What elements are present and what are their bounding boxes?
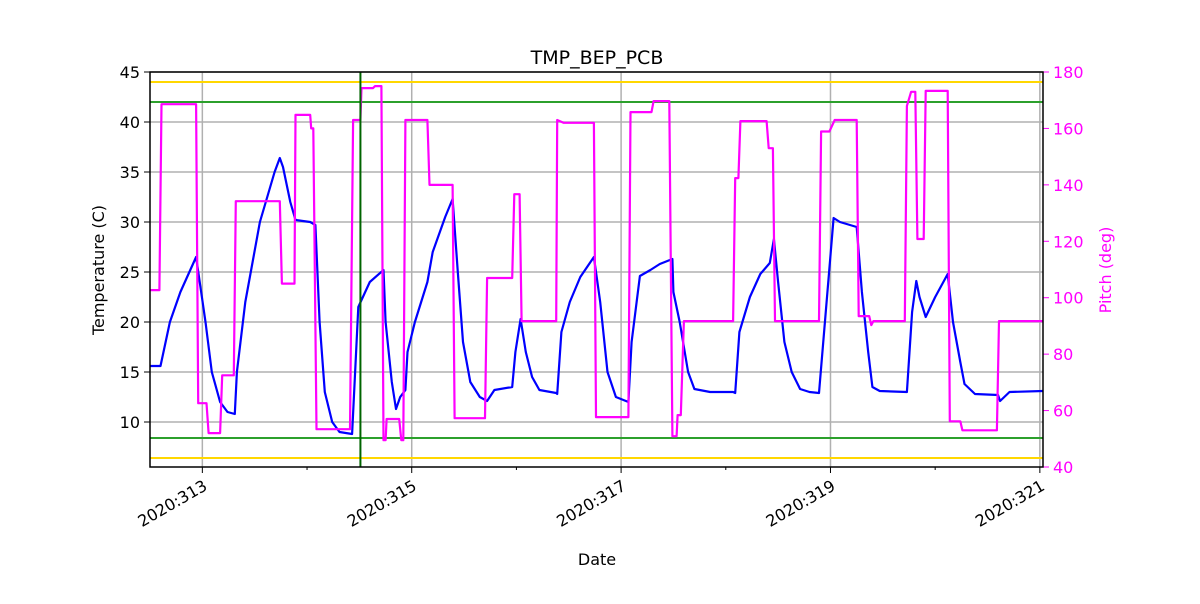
y-tick-label: 15: [120, 363, 140, 382]
y2-tick-label: 80: [1053, 345, 1073, 364]
y-axis-label: Temperature (C): [89, 205, 108, 336]
pitch-series-line: [150, 84, 1043, 442]
y2-tick-label: 160: [1053, 119, 1084, 138]
y-tick-label: 40: [120, 113, 140, 132]
x-tick-label: 2020:313: [134, 476, 210, 531]
x-tick-label: 2020:317: [553, 476, 629, 531]
y2-tick-label: 140: [1053, 176, 1084, 195]
y-tick-label: 30: [120, 213, 140, 232]
y-tick-label: 10: [120, 413, 140, 432]
y2-tick-label: 100: [1053, 289, 1084, 308]
y2-tick-label: 60: [1053, 402, 1073, 421]
y2-tick-label: 180: [1053, 63, 1084, 82]
y2-tick-label: 120: [1053, 232, 1084, 251]
y-tick-label: 35: [120, 163, 140, 182]
temperature-series-line: [150, 156, 1044, 436]
x-tick-label: 2020:319: [763, 476, 839, 531]
y-tick-label: 25: [120, 263, 140, 282]
x-tick-label: 2020:315: [344, 476, 420, 531]
chart-title: TMP_BEP_PCB: [530, 47, 664, 69]
y2-axis-label: Pitch (deg): [1096, 227, 1115, 314]
y2-tick-label: 40: [1053, 458, 1073, 477]
plot-frame: [149, 71, 1044, 468]
x-tick-label: 2020:321: [972, 476, 1048, 531]
x-axis-label: Date: [578, 550, 616, 569]
y-tick-label: 45: [120, 63, 140, 82]
y-tick-label: 20: [120, 313, 140, 332]
